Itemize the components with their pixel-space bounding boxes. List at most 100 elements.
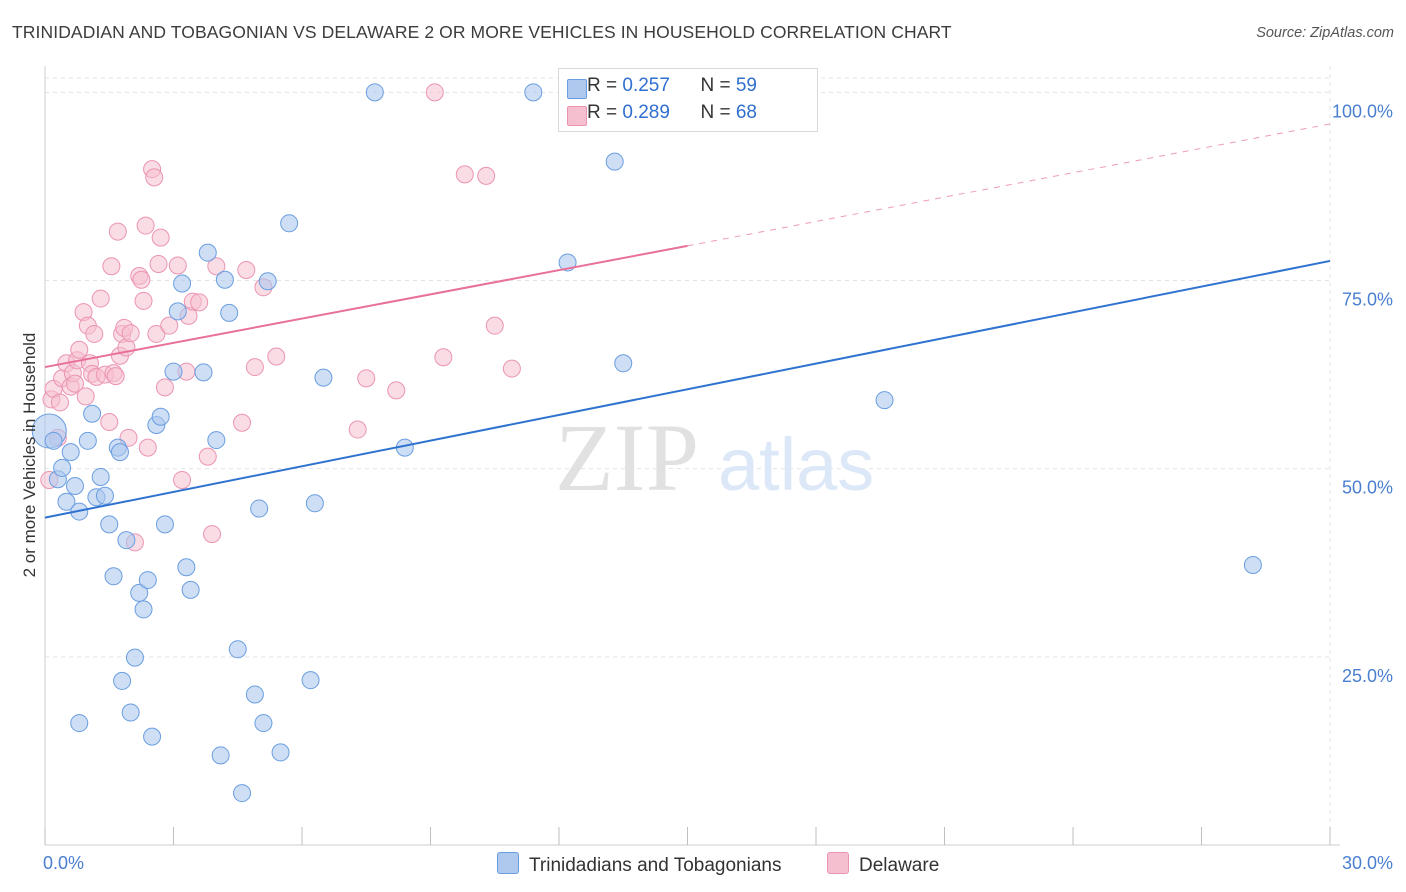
source-label: Source: ZipAtlas.com	[1256, 25, 1394, 41]
trend-line-trinidadian	[44, 259, 1331, 519]
data-point-trinidadian	[605, 152, 624, 171]
data-point-trinidadian	[280, 214, 299, 233]
data-point-delaware	[160, 316, 179, 335]
data-point-trinidadian	[44, 431, 63, 450]
axes	[44, 66, 1340, 846]
data-point-delaware	[267, 347, 286, 366]
correlation-legend: R = 0.257 N = 59 R = 0.289 N = 68	[558, 68, 818, 132]
data-point-delaware	[132, 270, 151, 289]
data-point-trinidadian	[110, 443, 129, 462]
x-tick-label-left: 0.0%	[43, 853, 84, 873]
chart-title: TRINIDADIAN AND TOBAGONIAN VS DELAWARE 2…	[12, 22, 952, 42]
bottom-legend-trinidadian[interactable]: Trinidadians and Tobagonians	[497, 852, 781, 877]
data-point-delaware	[357, 369, 376, 388]
legend-r-value: 0.257	[622, 75, 670, 96]
data-point-trinidadian	[57, 492, 76, 511]
data-point-delaware	[134, 291, 153, 310]
data-point-trinidadian	[301, 671, 320, 690]
data-point-delaware	[100, 413, 119, 432]
data-point-delaware	[190, 293, 209, 312]
watermark: ZIP atlas	[555, 404, 874, 511]
data-point-trinidadian	[314, 368, 333, 387]
data-point-delaware	[50, 393, 69, 412]
bottom-legend-label: Trinidadians and Tobagonians	[529, 855, 782, 876]
x-tick-label-right: 30.0%	[1342, 853, 1393, 873]
data-point-trinidadian	[194, 363, 213, 382]
data-point-trinidadian	[65, 476, 84, 495]
data-point-delaware	[233, 413, 252, 432]
y-axis-label: 2 or more Vehicles in Household	[20, 333, 39, 578]
legend-n-value: 68	[735, 102, 757, 123]
data-point-delaware	[102, 257, 121, 276]
data-point-delaware	[237, 260, 256, 279]
data-point-delaware	[138, 438, 157, 457]
legend-r-label: R =	[587, 102, 623, 123]
legend-swatch-pink	[827, 852, 849, 874]
data-point-trinidadian	[254, 714, 273, 733]
data-point-trinidadian	[61, 443, 80, 462]
data-point-trinidadian	[258, 272, 277, 291]
data-point-trinidadian	[83, 404, 102, 423]
trend-line-delaware	[44, 244, 688, 369]
data-point-trinidadian	[211, 746, 230, 765]
y-tick-label: 100.0%	[1332, 101, 1393, 121]
data-point-delaware	[147, 324, 166, 343]
data-point-trinidadian	[614, 354, 633, 373]
data-point-trinidadian	[95, 486, 114, 505]
data-point-delaware	[106, 367, 125, 386]
data-point-trinidadian	[117, 531, 136, 550]
legend-swatch-blue	[497, 852, 519, 874]
data-point-trinidadian	[53, 458, 72, 477]
legend-swatch-blue	[567, 79, 587, 99]
legend-n-label: N =	[700, 102, 736, 123]
legend-r-label: R =	[587, 75, 623, 96]
data-point-trinidadian	[151, 407, 170, 426]
data-point-delaware	[477, 166, 496, 185]
data-point-trinidadian	[138, 571, 157, 590]
data-point-delaware	[198, 447, 217, 466]
data-point-trinidadian	[155, 515, 174, 534]
data-point-trinidadian	[305, 494, 324, 513]
data-point-delaware	[348, 420, 367, 439]
data-point-trinidadian	[250, 499, 269, 518]
trinidadian-points	[31, 83, 1262, 803]
data-point-trinidadian	[100, 515, 119, 534]
watermark-atlas: atlas	[718, 423, 874, 506]
data-point-trinidadian	[125, 648, 144, 667]
data-point-delaware	[108, 222, 127, 241]
data-point-trinidadian	[134, 600, 153, 619]
data-point-delaware	[121, 324, 140, 343]
data-point-trinidadian	[220, 303, 239, 322]
data-point-delaware	[425, 83, 444, 102]
data-point-delaware	[76, 387, 95, 406]
data-point-delaware	[145, 168, 164, 187]
legend-n-label: N =	[700, 75, 736, 96]
data-point-trinidadian	[524, 83, 543, 102]
data-point-trinidadian	[143, 727, 162, 746]
legend-swatch-pink	[567, 106, 587, 126]
data-point-trinidadian	[91, 467, 110, 486]
data-point-delaware	[455, 165, 474, 184]
data-point-trinidadian	[1243, 556, 1262, 575]
data-point-trinidadian	[245, 685, 264, 704]
data-point-delaware	[173, 470, 192, 489]
data-point-delaware	[485, 316, 504, 335]
data-point-trinidadian	[181, 580, 200, 599]
data-point-delaware	[387, 381, 406, 400]
data-point-delaware	[502, 359, 521, 378]
data-point-trinidadian	[215, 270, 234, 289]
data-point-delaware	[168, 256, 187, 275]
data-point-delaware	[207, 257, 226, 276]
bottom-legend-delaware[interactable]: Delaware	[827, 852, 939, 877]
legend-row-delaware: R = 0.289 N = 68	[567, 102, 757, 128]
data-point-delaware	[245, 358, 264, 377]
data-point-trinidadian	[271, 743, 290, 762]
legend-n-value: 59	[735, 75, 757, 96]
data-point-trinidadian	[875, 391, 894, 410]
data-point-delaware	[65, 374, 84, 393]
data-point-trinidadian	[121, 703, 140, 722]
y-tick-label: 75.0%	[1342, 290, 1393, 310]
data-point-delaware	[151, 228, 170, 247]
data-point-trinidadian	[104, 567, 123, 586]
